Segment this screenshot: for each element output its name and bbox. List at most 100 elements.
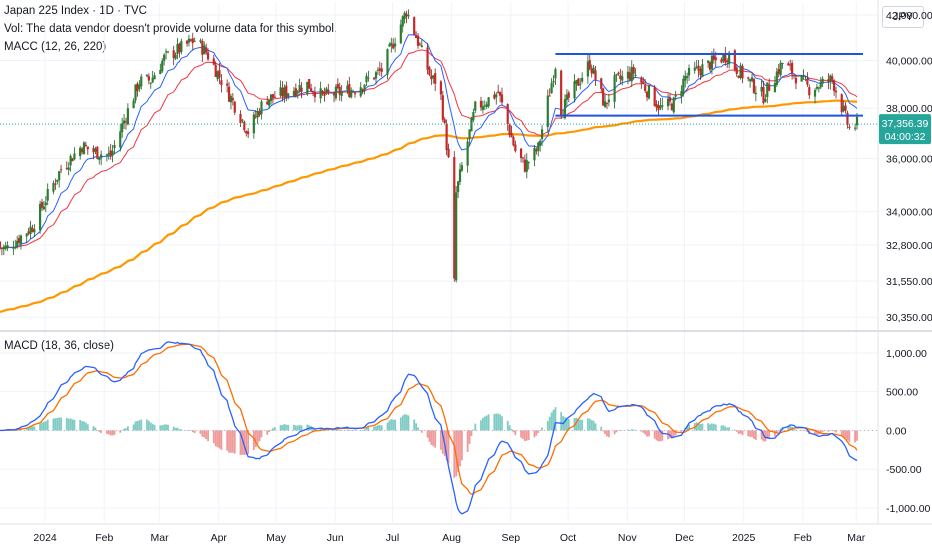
candle: [216, 70, 219, 82]
candle: [394, 37, 397, 53]
histogram-bar: [111, 430, 114, 436]
candle: [226, 79, 229, 93]
currency-button[interactable]: JPY: [882, 6, 924, 28]
candle: [472, 108, 475, 123]
histogram-bar: [724, 426, 727, 431]
histogram-bar: [634, 430, 637, 431]
candle: [367, 70, 370, 82]
candle: [787, 61, 790, 66]
candle: [285, 81, 288, 102]
price-tick-label: 38,000.00: [886, 103, 932, 115]
candle: [523, 154, 526, 173]
histogram-bar: [205, 430, 208, 440]
histogram-bar: [226, 430, 229, 451]
candle: [468, 129, 471, 146]
histogram-bar: [46, 419, 49, 431]
candle: [42, 200, 45, 211]
candle: [621, 70, 624, 86]
time-tick-label: Dec: [675, 532, 694, 544]
candle: [588, 54, 591, 71]
candle: [180, 38, 183, 55]
candle: [300, 82, 303, 99]
histogram-bar: [480, 420, 482, 431]
histogram-bar: [327, 429, 330, 431]
time-tick-label: Mar: [151, 532, 170, 544]
candle: [806, 72, 809, 87]
candle: [121, 117, 124, 138]
candle: [140, 73, 143, 90]
candle: [781, 62, 784, 69]
histogram-bar: [363, 429, 366, 431]
histogram-bar: [497, 413, 500, 431]
histogram-bar: [535, 430, 538, 436]
candle: [273, 91, 276, 99]
candle: [124, 117, 128, 130]
histogram-bar: [707, 423, 710, 431]
candle: [294, 83, 297, 98]
candle: [693, 61, 696, 74]
signal-line: [0, 343, 858, 495]
histogram-bar: [739, 430, 742, 434]
candle: [247, 128, 250, 138]
histogram-bar: [520, 430, 522, 438]
candle: [80, 146, 84, 155]
time-tick-label: 2024: [33, 532, 57, 544]
candle: [111, 144, 114, 163]
histogram-bar: [399, 417, 402, 431]
histogram-bar: [378, 425, 381, 431]
candle: [271, 94, 275, 104]
candle: [579, 78, 582, 90]
candle: [552, 75, 555, 88]
candle: [775, 67, 778, 87]
histogram-bar: [335, 429, 337, 431]
histogram-bar: [132, 424, 135, 431]
candle: [206, 48, 210, 61]
candle: [392, 38, 395, 50]
candle: [122, 113, 126, 129]
candle: [418, 42, 422, 46]
candle: [323, 87, 326, 102]
ema-26-line: [0, 49, 858, 249]
histogram-bar: [726, 427, 729, 431]
candle: [126, 103, 129, 126]
candle: [350, 87, 353, 99]
histogram-bar: [252, 430, 255, 450]
histogram-bar: [426, 430, 429, 438]
histogram-bar: [440, 430, 442, 450]
histogram-bar: [714, 424, 717, 431]
candle: [644, 79, 647, 93]
histogram-bar: [632, 429, 635, 431]
candle: [2, 244, 5, 256]
histogram-bar: [753, 430, 755, 439]
histogram-bar: [365, 427, 368, 431]
histogram-bar: [733, 429, 736, 431]
candle: [161, 58, 164, 73]
histogram-bar: [375, 426, 377, 431]
histogram-bar: [239, 430, 242, 455]
macd-histogram: [0, 407, 858, 478]
candle: [390, 37, 393, 53]
histogram-bar: [848, 430, 851, 442]
histogram-bar: [709, 424, 711, 431]
histogram-bar: [319, 428, 322, 431]
histogram-bar: [193, 430, 196, 434]
macd-legend: MACD (18, 36, close): [4, 340, 114, 352]
candle: [6, 241, 9, 252]
histogram-bar: [268, 430, 271, 433]
histogram-bar: [711, 423, 713, 431]
price-channel[interactable]: [555, 53, 864, 117]
candle: [840, 93, 843, 116]
candle: [119, 124, 122, 152]
histogram-bar: [350, 430, 353, 431]
candle: [151, 70, 154, 84]
candle: [815, 83, 819, 91]
histogram-bar: [172, 426, 175, 431]
time-tick-label: Nov: [618, 532, 637, 544]
macd-tick-label: -500.00: [886, 464, 922, 476]
histogram-bar: [602, 430, 605, 432]
histogram-bar: [829, 430, 832, 431]
candle: [443, 117, 446, 125]
candle: [546, 89, 549, 133]
candle: [147, 73, 150, 85]
histogram-bar: [98, 430, 101, 432]
